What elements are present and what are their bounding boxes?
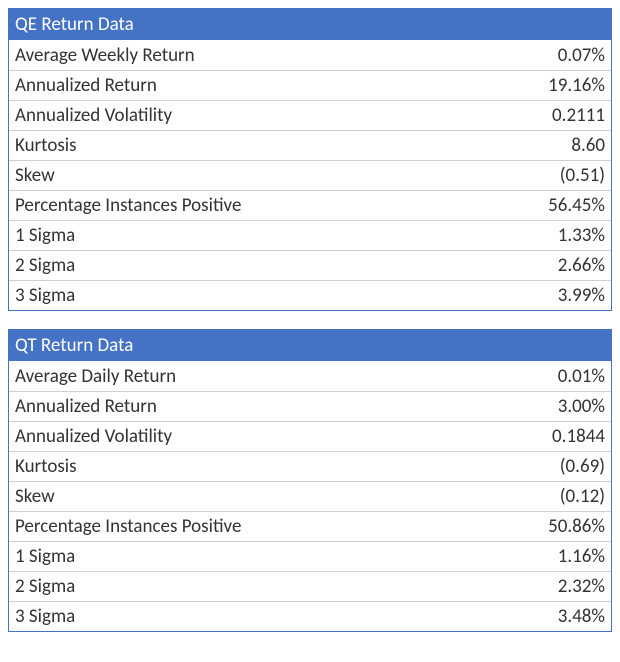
table-row: Skew (0.51) [9,161,611,191]
table-row: 1 Sigma 1.33% [9,221,611,251]
table-row: Annualized Volatility 0.2111 [9,101,611,131]
row-label: Annualized Return [15,395,505,418]
row-label: Percentage Instances Positive [15,515,505,538]
table-row: 1 Sigma 1.16% [9,542,611,572]
table-header-qt: QT Return Data [9,330,611,362]
row-label: 2 Sigma [15,254,505,277]
row-label: 2 Sigma [15,575,505,598]
row-label: Skew [15,485,505,508]
row-value: (0.51) [505,164,605,187]
table-row: Annualized Return 19.16% [9,71,611,101]
table-row: Annualized Volatility 0.1844 [9,422,611,452]
table-row: Skew (0.12) [9,482,611,512]
row-label: Annualized Volatility [15,104,505,127]
table-row: 2 Sigma 2.66% [9,251,611,281]
row-value: 0.1844 [505,425,605,448]
table-row: 3 Sigma 3.48% [9,602,611,631]
row-value: 3.48% [505,605,605,628]
row-value: (0.12) [505,485,605,508]
table-body-qe: Average Weekly Return 0.07% Annualized R… [9,41,611,310]
table-row: Percentage Instances Positive 50.86% [9,512,611,542]
table-row: Annualized Return 3.00% [9,392,611,422]
table-header-qe: QE Return Data [9,9,611,41]
row-value: 8.60 [505,134,605,157]
row-value: (0.69) [505,455,605,478]
row-label: Skew [15,164,505,187]
row-label: 1 Sigma [15,224,505,247]
row-value: 2.66% [505,254,605,277]
row-value: 3.00% [505,395,605,418]
qt-return-data-table: QT Return Data Average Daily Return 0.01… [8,329,612,632]
row-value: 3.99% [505,284,605,307]
row-label: Kurtosis [15,455,505,478]
row-value: 2.32% [505,575,605,598]
row-value: 0.07% [505,44,605,67]
table-row: 2 Sigma 2.32% [9,572,611,602]
row-label: 3 Sigma [15,605,505,628]
row-value: 19.16% [505,74,605,97]
table-row: Percentage Instances Positive 56.45% [9,191,611,221]
table-row: Kurtosis (0.69) [9,452,611,482]
row-value: 1.16% [505,545,605,568]
qe-return-data-table: QE Return Data Average Weekly Return 0.0… [8,8,612,311]
row-label: Annualized Volatility [15,425,505,448]
row-label: Kurtosis [15,134,505,157]
table-row: 3 Sigma 3.99% [9,281,611,310]
row-value: 56.45% [505,194,605,217]
row-value: 1.33% [505,224,605,247]
row-label: Average Weekly Return [15,44,505,67]
row-label: 3 Sigma [15,284,505,307]
table-row: Kurtosis 8.60 [9,131,611,161]
table-body-qt: Average Daily Return 0.01% Annualized Re… [9,362,611,631]
table-row: Average Daily Return 0.01% [9,362,611,392]
row-value: 0.2111 [505,104,605,127]
row-label: Annualized Return [15,74,505,97]
row-label: Average Daily Return [15,365,505,388]
table-row: Average Weekly Return 0.07% [9,41,611,71]
row-label: Percentage Instances Positive [15,194,505,217]
row-value: 0.01% [505,365,605,388]
row-value: 50.86% [505,515,605,538]
row-label: 1 Sigma [15,545,505,568]
